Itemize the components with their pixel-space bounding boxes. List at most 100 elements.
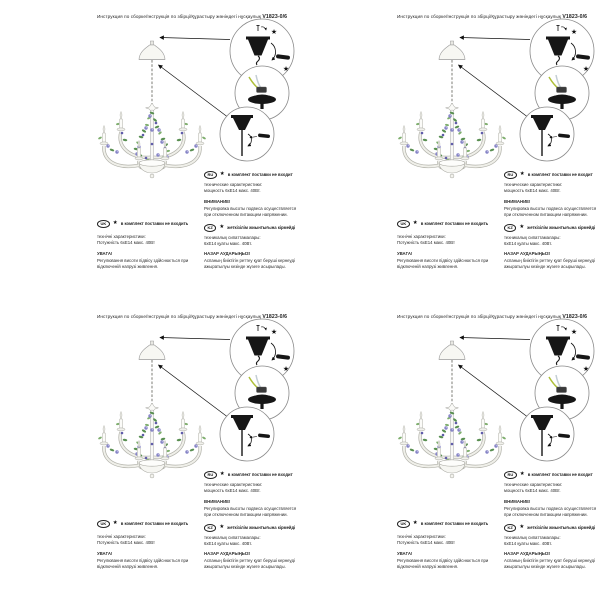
star-icon: ★ xyxy=(519,524,525,531)
model-number: V1823-0/6 xyxy=(262,14,288,20)
callout-circle-mount-hook: ★ ★ xyxy=(229,318,295,384)
screw-turn-arrow-icon xyxy=(560,26,567,31)
screw-icon xyxy=(556,25,560,31)
callout-circle-rod-mount xyxy=(519,106,575,162)
insert-arrow-icon xyxy=(549,135,558,139)
mounting-bar-icon xyxy=(576,54,590,60)
instruction-page: Инструкция по сборке/Інструкція по збірц… xyxy=(0,300,300,600)
instruction-page: Инструкция по сборке/Інструкція по збірц… xyxy=(300,0,600,300)
black-canopy-top-icon xyxy=(548,394,576,409)
kz-language-badge: KZ xyxy=(504,524,517,532)
arrow-to-chain-top xyxy=(457,64,534,122)
center-bowl xyxy=(138,459,166,479)
page-title: Инструкция по сборке/Інструкція по збірц… xyxy=(97,314,287,320)
ru-specs-value: мощность 6хЕ14 макс. 40Вт. xyxy=(504,488,561,494)
arrow-to-canopy xyxy=(459,335,531,340)
central-stem xyxy=(150,409,154,465)
title-text: Инструкция по сборке/Інструкція по збірц… xyxy=(97,14,261,19)
central-stem xyxy=(150,109,154,165)
title-text: Инструкция по сборке/Інструкція по збірц… xyxy=(397,314,561,319)
ru-specs-value: мощность 6хЕ14 макс. 40Вт. xyxy=(204,188,261,194)
black-canopy-icon-2 xyxy=(231,115,253,130)
ru-not-included-note: в комплект поставки не входит xyxy=(527,171,593,177)
black-canopy-top-icon xyxy=(548,94,576,109)
kz-language-badge: KZ xyxy=(204,224,217,232)
uk-warning-title: УВАГА! xyxy=(397,551,413,556)
star-icon: ★ xyxy=(519,471,525,478)
insert-arrow-icon xyxy=(249,135,258,139)
section-kz-warning: НАЗАР АУДАРЫҢЫЗ! Аспаның биіктігін ретте… xyxy=(504,251,598,270)
ceiling-canopy xyxy=(438,40,466,60)
uk-language-badge: UK xyxy=(397,220,410,228)
section-uk-specs: технічні характеристики: Потужність 6хЕ1… xyxy=(397,234,497,246)
rotation-arrow-icon xyxy=(270,42,276,61)
ru-specs-value: мощность 6хЕ14 макс. 40Вт. xyxy=(204,488,261,494)
uk-warning-body: Регулювання висоти підвісу здійснюється … xyxy=(97,258,189,270)
assembly-figure: ★ ★ xyxy=(397,18,595,179)
ru-warning-title: ВНИМАНИЕ! xyxy=(504,499,531,504)
section-uk-warning: УВАГА! Регулювання висоти підвісу здійсн… xyxy=(397,551,497,570)
star-icon: ★ xyxy=(219,471,225,478)
section-uk-warning: УВАГА! Регулювання висоти підвісу здійсн… xyxy=(97,251,197,270)
uk-warning-title: УВАГА! xyxy=(97,251,113,256)
kz-warning-title: НАЗАР АУДАРЫҢЫЗ! xyxy=(204,251,251,256)
terminal-block-icon xyxy=(556,86,567,93)
arrow-to-canopy xyxy=(159,335,231,340)
callout-circle-rod-mount xyxy=(219,106,275,162)
section-kz-specs: техникалық сипаттамалары: 6хЕ14 қуаты ма… xyxy=(504,235,598,247)
callout-circle-mount-hook: ★ ★ xyxy=(529,18,595,84)
ru-warning-body: Регулировка высоты подвеса осуществляетс… xyxy=(204,206,297,218)
screw-turn-arrow-icon xyxy=(560,326,567,331)
section-ru-specs: технические характеристики: мощность 6хЕ… xyxy=(504,182,598,194)
kz-warning-title: НАЗАР АУДАРЫҢЫЗ! xyxy=(504,551,551,556)
section-ru-warning: ВНИМАНИЕ! Регулировка высоты подвеса осу… xyxy=(504,199,598,218)
kz-not-included-note: жеткізілім жиынтығына кірмейді xyxy=(227,224,296,230)
ru-specs-title: технические характеристики: xyxy=(204,182,263,187)
section-ru-specs: технические характеристики: мощность 6хЕ… xyxy=(204,482,298,494)
kz-not-included-note: жеткізілім жиынтығына кірмейді xyxy=(227,524,296,530)
section-ru-header: RU ★ в комплект поставки не входит xyxy=(204,171,298,179)
uk-not-included-note: в комплект поставки не входить xyxy=(120,520,189,526)
center-bowl xyxy=(438,159,466,179)
central-stem xyxy=(450,109,454,165)
star-icon: ★ xyxy=(271,28,277,36)
terminal-block-icon xyxy=(256,386,267,393)
kz-not-included-note: жеткізілім жиынтығына кірмейді xyxy=(527,524,596,530)
kz-not-included-note: жеткізілім жиынтығына кірмейді xyxy=(527,224,596,230)
kz-warning-body: Аспаның биіктігін реттеу қуат беруші кер… xyxy=(504,558,595,570)
section-ru-header: RU ★ в комплект поставки не входит xyxy=(504,471,598,479)
uk-specs-value: Потужність 6хЕ14 макс. 40Вт xyxy=(397,540,456,546)
screw-icon xyxy=(256,325,260,331)
star-icon: ★ xyxy=(219,171,225,178)
assembly-figure: ★ ★ xyxy=(397,318,595,479)
ru-language-badge: RU xyxy=(204,171,217,179)
callout-arrows xyxy=(457,35,534,122)
insert-arrow-icon xyxy=(549,435,558,439)
mounting-bar-icon xyxy=(558,133,570,139)
callout-arrows xyxy=(157,35,234,122)
kz-language-badge: KZ xyxy=(204,524,217,532)
star-icon: ★ xyxy=(519,224,525,231)
section-ru-warning: ВНИМАНИЕ! Регулировка высоты подвеса осу… xyxy=(204,499,298,518)
kz-specs-value: 6хЕ14 қуаты макс. 40Вт. xyxy=(204,541,252,547)
ru-warning-title: ВНИМАНИЕ! xyxy=(204,499,231,504)
center-bowl xyxy=(138,159,166,179)
kz-warning-body: Аспаның биіктігін реттеу қуат беруші кер… xyxy=(504,258,595,270)
chandelier-illustration xyxy=(397,340,507,479)
uk-specs-value: Потужність 6хЕ14 макс. 40Вт xyxy=(97,240,156,246)
section-uk-header: UK ★ в комплект поставки не входить xyxy=(97,220,197,228)
terminal-block-icon xyxy=(256,86,267,93)
section-kz-specs: техникалық сипаттамалары: 6хЕ14 қуаты ма… xyxy=(204,235,298,247)
ru-language-badge: RU xyxy=(504,171,517,179)
black-canopy-icon xyxy=(246,336,270,366)
callout-circle-rod-mount xyxy=(219,406,275,462)
uk-language-badge: UK xyxy=(397,520,410,528)
ru-specs-value: мощность 6хЕ14 макс. 40Вт. xyxy=(504,188,561,194)
rotation-arrow-icon xyxy=(247,133,252,147)
screw-icon xyxy=(256,25,260,31)
kz-warning-body: Аспаның биіктігін реттеу қуат беруші кер… xyxy=(204,258,295,270)
screw-turn-arrow-icon xyxy=(260,26,267,31)
page-title: Инструкция по сборке/Інструкція по збірц… xyxy=(397,14,587,20)
callout-circle-mount-hook: ★ ★ xyxy=(529,318,595,384)
